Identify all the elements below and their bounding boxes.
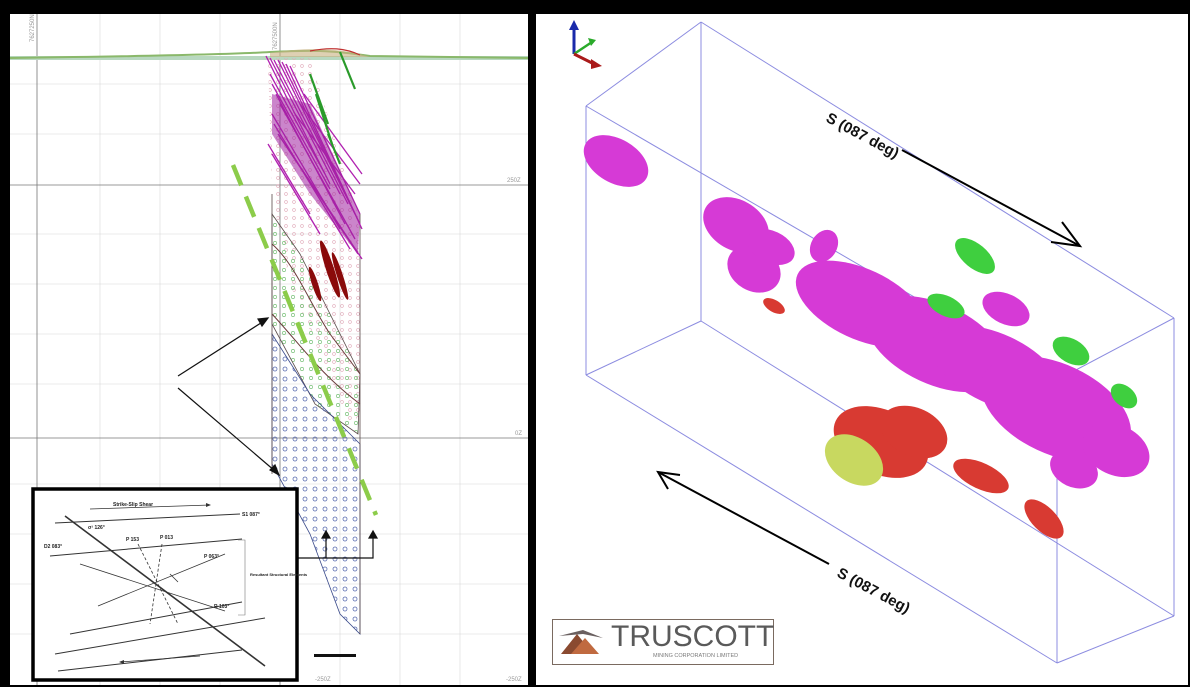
elevation-label-neg250: -250Z <box>506 677 522 683</box>
p013-label: P 013 <box>160 535 173 541</box>
sigma-label: σ¹ 126° <box>88 525 105 531</box>
cross-section-panel: 7627250N 7627500N 250Z 0Z -250Z -250Z <box>10 14 528 685</box>
direction-arrow-bottom <box>656 470 830 565</box>
annotation-arrows <box>177 317 281 477</box>
scale-bar <box>314 654 356 657</box>
d2-label: D2 083° <box>44 544 62 550</box>
elevation-label-250: 250Z <box>507 178 521 184</box>
logo-name: TRUSCOTT <box>611 620 775 653</box>
green-lodes <box>308 51 357 165</box>
truscott-logo-mark <box>559 630 603 654</box>
cross-section-svg: 7627250N 7627500N 250Z 0Z -250Z -250Z <box>10 14 528 685</box>
3d-view-panel: S (087 deg) S (087 deg) TRUSCOTT MINING … <box>536 14 1188 685</box>
green-dashed-trend <box>230 164 379 516</box>
p-label: P 063° <box>204 554 219 560</box>
bracket-connector <box>290 529 379 559</box>
3d-view-svg: S (087 deg) S (087 deg) <box>569 20 1175 664</box>
p153-label: P 153 <box>126 537 139 543</box>
blue-dotted-zone <box>271 332 361 635</box>
direction-arrow-top <box>901 149 1083 248</box>
direction-label-top: S (087 deg) <box>823 110 902 163</box>
resultant-label: Resultant Structural Elements <box>250 572 308 577</box>
green-ore-bodies <box>927 238 1138 409</box>
northing-label-2: 7627500N <box>273 22 279 50</box>
s1-label: S1 087° <box>242 512 260 518</box>
inset-title: Strike-Slip Shear <box>113 502 153 508</box>
r-label: R 103° <box>214 604 229 610</box>
magenta-ore-bodies <box>583 135 1150 489</box>
truscott-logo: TRUSCOTT MINING CORPORATION LIMITED <box>552 619 774 665</box>
magenta-lode-fill <box>272 94 360 254</box>
yellow-ore-body <box>824 434 884 486</box>
axis-triad-icon <box>569 20 602 69</box>
logo-subtitle: MINING CORPORATION LIMITED <box>653 653 739 659</box>
red-lodes <box>308 240 349 302</box>
elevation-label-neg250-mid: -250Z <box>315 677 331 683</box>
direction-label-bottom: S (087 deg) <box>834 565 913 618</box>
elevation-label-0: 0Z <box>515 431 522 437</box>
strike-slip-inset: Strike-Slip Shear S1 087° σ¹ 126° D2 083… <box>31 487 308 682</box>
northing-label-1: 7627250N <box>30 14 36 42</box>
